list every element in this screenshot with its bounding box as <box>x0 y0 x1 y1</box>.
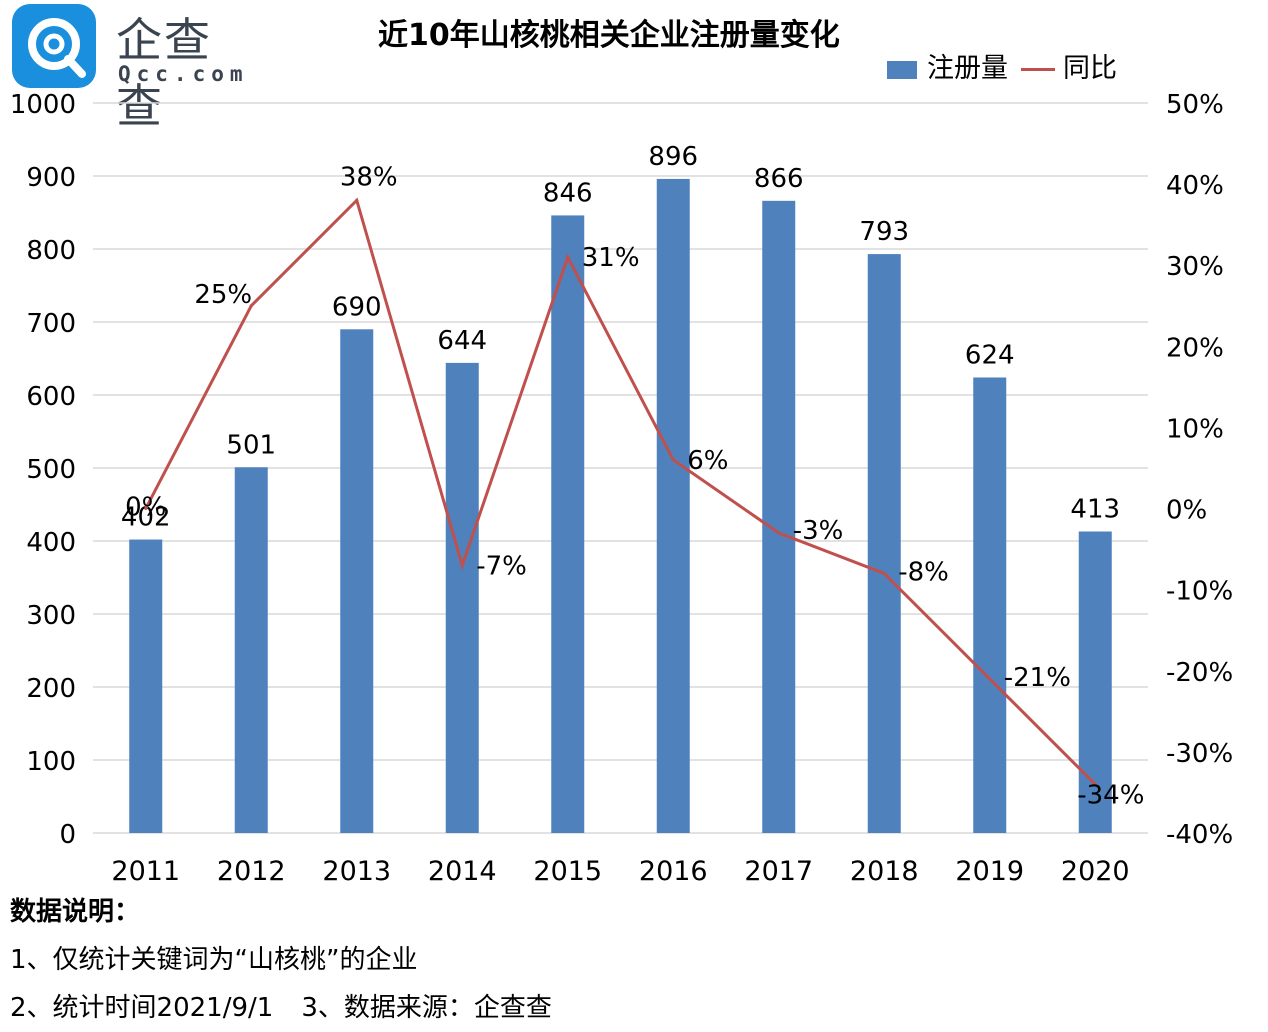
y-right-tick-label: -20% <box>1166 658 1233 688</box>
bar-data-label: 896 <box>648 142 698 172</box>
yoy-data-label: -3% <box>793 516 844 546</box>
yoy-point <box>249 304 253 308</box>
x-tick-label: 2011 <box>111 856 180 887</box>
bar-data-label: 413 <box>1070 495 1120 525</box>
y-left-tick-label: 100 <box>26 747 76 777</box>
y-left-tick-label: 0 <box>59 820 76 850</box>
yoy-point <box>671 458 675 462</box>
logo-domain-text: Qcc.com <box>118 62 249 86</box>
y-left-tick-label: 600 <box>26 382 76 412</box>
yoy-point <box>882 571 886 575</box>
y-left-tick-label: 700 <box>26 309 76 339</box>
y-right-tick-label: 40% <box>1166 171 1224 201</box>
bar <box>551 215 585 834</box>
bar <box>445 362 479 833</box>
y-right-tick-label: 50% <box>1166 90 1224 120</box>
x-tick-label: 2013 <box>322 856 391 887</box>
bar-data-label: 644 <box>437 326 487 356</box>
yoy-data-label: -34% <box>1077 780 1144 810</box>
x-tick-label: 2020 <box>1061 856 1130 887</box>
yoy-data-label: 6% <box>687 446 728 476</box>
bar <box>129 539 163 833</box>
qcc-logo-icon <box>12 4 96 88</box>
yoy-point <box>355 198 359 202</box>
y-right-tick-label: -30% <box>1166 739 1233 769</box>
yoy-data-label: -7% <box>476 551 527 581</box>
notes-line-2-3: 2、统计时间2021/9/1 3、数据来源：企查查 <box>10 984 552 1032</box>
yoy-data-label: 38% <box>340 162 398 192</box>
y-right-tick-label: 20% <box>1166 333 1224 363</box>
bar-data-label: 846 <box>543 178 593 208</box>
bar <box>762 200 796 833</box>
yoy-data-label: -8% <box>898 557 949 587</box>
bar-data-label: 690 <box>332 292 382 322</box>
qcc-logo: 企查查 Qcc.com <box>12 4 257 133</box>
bar-data-label: 501 <box>226 430 276 460</box>
notes-heading: 数据说明： <box>10 897 141 927</box>
y-left-tick-label: 900 <box>26 163 76 193</box>
y-right-tick-label: 30% <box>1166 252 1224 282</box>
y-right-tick-label: -10% <box>1166 577 1233 607</box>
y-left-tick-label: 1000 <box>10 90 76 120</box>
x-tick-label: 2017 <box>744 856 813 887</box>
data-notes: 数据说明： 1、仅统计关键词为“山核桃”的企业 2、统计时间2021/9/1 3、… <box>10 888 552 1032</box>
notes-line-2: 2、统计时间2021/9/1 <box>10 993 274 1023</box>
chart-title: 近10年山核桃相关企业注册量变化 <box>378 18 840 53</box>
yoy-point <box>988 677 992 681</box>
y-right-tick-label: -40% <box>1166 820 1233 850</box>
yoy-point <box>1093 782 1097 786</box>
yoy-point <box>460 563 464 567</box>
bar <box>867 254 901 834</box>
y-left-tick-label: 800 <box>26 236 76 266</box>
x-tick-label: 2019 <box>955 856 1024 887</box>
y-right-tick-label: 0% <box>1166 496 1207 526</box>
x-tick-label: 2016 <box>639 856 708 887</box>
bar-data-label: 793 <box>859 217 909 247</box>
legend-label-line: 同比 <box>1063 53 1117 84</box>
y-left-tick-label: 200 <box>26 674 76 704</box>
notes-line-1: 1、仅统计关键词为“山核桃”的企业 <box>10 945 418 975</box>
logo-brand-text: 企查查 <box>116 13 212 133</box>
legend-item-line: 同比 <box>1021 46 1117 85</box>
legend-item-bar: 注册量 <box>887 46 1008 85</box>
yoy-data-label: 25% <box>194 280 252 310</box>
yoy-point <box>777 531 781 535</box>
y-left-tick-label: 300 <box>26 601 76 631</box>
bar <box>973 377 1007 833</box>
yoy-point <box>144 507 148 511</box>
legend-swatch-bar <box>887 60 917 79</box>
bar <box>234 467 268 833</box>
bar-data-label: 866 <box>754 164 804 194</box>
yoy-point <box>566 255 570 259</box>
y-left-tick-label: 400 <box>26 528 76 558</box>
y-right-tick-label: 10% <box>1166 414 1224 444</box>
x-tick-label: 2012 <box>217 856 286 887</box>
legend-swatch-line <box>1021 68 1055 71</box>
bar <box>656 178 690 834</box>
yoy-data-label: 31% <box>582 243 640 273</box>
notes-line-3: 3、数据来源：企查查 <box>301 993 552 1023</box>
y-left-tick-label: 500 <box>26 455 76 485</box>
yoy-data-label: 0% <box>125 493 166 523</box>
bar <box>340 329 374 833</box>
x-tick-label: 2015 <box>533 856 602 887</box>
yoy-data-label: -21% <box>1004 663 1071 693</box>
legend-label-bar: 注册量 <box>927 53 1008 84</box>
yoy-line <box>144 197 1097 786</box>
bar-data-label: 624 <box>965 340 1015 370</box>
x-tick-label: 2018 <box>850 856 919 887</box>
x-tick-label: 2014 <box>428 856 497 887</box>
